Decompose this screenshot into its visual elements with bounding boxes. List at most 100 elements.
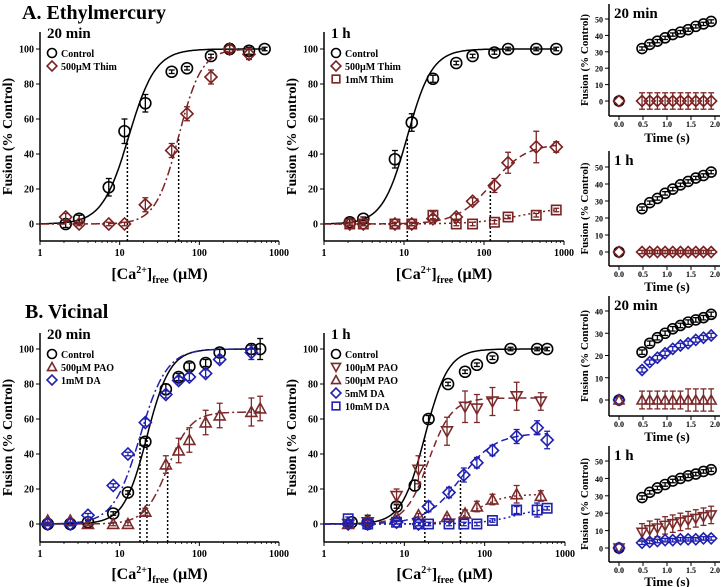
x-label-mid: ] bbox=[147, 566, 152, 583]
legend-label: 5mM DA bbox=[345, 389, 385, 400]
y-tick-label: 60 bbox=[24, 115, 34, 126]
x-tick-label: 10 bbox=[115, 549, 125, 560]
data-point bbox=[389, 218, 401, 230]
x-label-sub: free bbox=[152, 275, 169, 286]
series-1mM DA: 1mM DA bbox=[40, 344, 259, 532]
x-tick-label: 10 bbox=[115, 248, 125, 259]
data-point bbox=[613, 95, 625, 107]
chart-A-1h-time: 0 10 20 30 40 50 0.0 0.5 1.0 1.5 2.0 Fusion (% Cont… bbox=[579, 151, 720, 294]
x-label-pre: [Ca bbox=[396, 266, 421, 283]
data-point bbox=[118, 124, 131, 138]
data-point bbox=[681, 393, 695, 405]
y-tick-label: 0 bbox=[599, 98, 603, 107]
data-point bbox=[391, 516, 403, 528]
panel-label: 1 h bbox=[331, 327, 351, 343]
data-point bbox=[549, 42, 563, 56]
data-point bbox=[636, 491, 648, 504]
x-tick-label: 100 bbox=[477, 549, 492, 560]
data-point bbox=[486, 515, 498, 526]
data-point bbox=[541, 502, 553, 514]
data-point bbox=[182, 432, 197, 446]
data-point bbox=[689, 468, 702, 480]
y-axis-label: Fusion (% Control) bbox=[579, 458, 591, 550]
panel-label: 20 min bbox=[614, 298, 658, 314]
data-point bbox=[471, 518, 483, 530]
legend-marker bbox=[45, 59, 59, 73]
data-point bbox=[697, 511, 710, 524]
legend-marker bbox=[331, 401, 341, 411]
y-tick-label: 40 bbox=[24, 450, 34, 461]
x-label-sub: free bbox=[437, 275, 454, 286]
data-point bbox=[530, 342, 544, 356]
legend-marker bbox=[330, 362, 342, 374]
y-tick-label: 20 bbox=[595, 65, 603, 74]
data-point bbox=[666, 28, 679, 41]
x-label-sup: 2+ bbox=[421, 265, 432, 276]
data-point bbox=[643, 337, 656, 350]
x-tick-label: 2.0 bbox=[710, 566, 720, 575]
data-point bbox=[501, 42, 515, 56]
series-500µM Thim: 500µM Thim bbox=[40, 41, 257, 232]
data-point bbox=[63, 516, 78, 532]
data-point bbox=[469, 455, 485, 470]
series-1 bbox=[612, 245, 718, 259]
y-tick-label: 100 bbox=[303, 345, 318, 356]
data-point bbox=[198, 366, 213, 381]
data-point bbox=[509, 487, 524, 500]
legend-marker bbox=[329, 386, 343, 400]
x-axis-label: Time (s) bbox=[644, 574, 690, 587]
x-tick-label: 1 bbox=[322, 549, 327, 560]
y-tick-label: 40 bbox=[24, 150, 34, 161]
data-point bbox=[449, 56, 463, 70]
x-tick-label: 0.0 bbox=[614, 120, 624, 129]
x-tick-label: 0.5 bbox=[638, 120, 648, 129]
chart-A-20min: 0 20 40 60 80 100 1 10 100 1000 Fusion (% Control)… bbox=[1, 26, 289, 286]
series-1 bbox=[612, 92, 718, 110]
data-point bbox=[467, 218, 479, 230]
x-label-pre: [Ca bbox=[111, 566, 136, 583]
data-point bbox=[117, 216, 132, 232]
data-point bbox=[58, 209, 73, 225]
data-point bbox=[165, 65, 179, 79]
section-a-title: A. Ethylmercury bbox=[22, 2, 166, 24]
x-axis-label: Time (s) bbox=[644, 279, 690, 294]
data-point bbox=[674, 393, 687, 405]
data-point bbox=[704, 328, 718, 343]
chart-B-1h: 0 20 40 60 80 100 1 10 100 1000 Fusion (% Control)… bbox=[285, 327, 575, 586]
x-label-sub: free bbox=[152, 575, 169, 586]
x-tick-label: 1.5 bbox=[686, 566, 696, 575]
data-point bbox=[458, 365, 472, 379]
data-point bbox=[241, 47, 257, 62]
data-point bbox=[253, 401, 268, 414]
x-tick-label: 0.5 bbox=[638, 270, 648, 279]
y-tick-label: 100 bbox=[303, 45, 318, 56]
x-tick-label: 0.5 bbox=[638, 566, 648, 575]
data-point bbox=[643, 393, 657, 405]
data-point bbox=[704, 510, 718, 522]
y-tick-label: 20 bbox=[595, 352, 603, 361]
legend-marker bbox=[330, 47, 342, 59]
y-tick-label: 30 bbox=[595, 330, 603, 339]
series-1 bbox=[612, 328, 718, 407]
data-point bbox=[470, 403, 484, 416]
x-axis-label: Time (s) bbox=[644, 429, 690, 444]
data-point bbox=[612, 543, 626, 555]
data-point bbox=[40, 516, 55, 532]
data-point bbox=[504, 342, 517, 356]
data-point bbox=[540, 342, 554, 356]
panel-label: 20 min bbox=[47, 26, 91, 42]
data-point bbox=[636, 202, 648, 215]
data-point bbox=[203, 69, 219, 85]
y-tick-label: 60 bbox=[24, 415, 34, 426]
data-point bbox=[450, 218, 462, 230]
data-point bbox=[179, 106, 195, 121]
data-point bbox=[139, 96, 152, 110]
data-point bbox=[697, 18, 710, 30]
y-tick-label: 50 bbox=[595, 164, 603, 173]
x-tick-label: 1.0 bbox=[662, 270, 672, 279]
x-label-pre: [Ca bbox=[111, 266, 136, 283]
x-tick-label: 100 bbox=[477, 248, 492, 259]
x-label-mid: ] bbox=[431, 266, 436, 283]
y-tick-label: 20 bbox=[24, 485, 34, 496]
